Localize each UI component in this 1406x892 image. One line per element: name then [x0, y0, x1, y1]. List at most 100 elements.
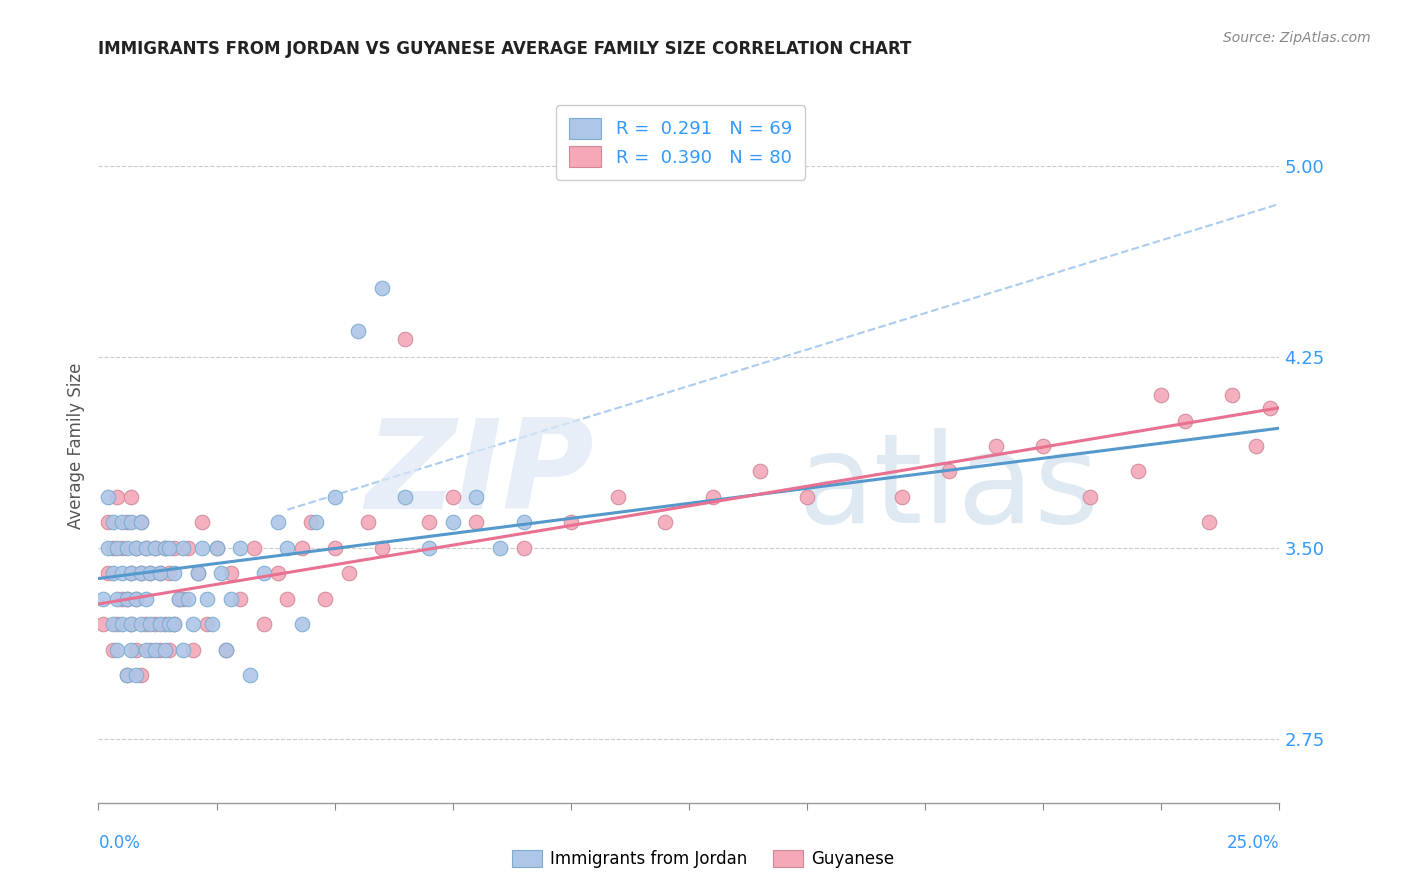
Point: [91, 591, 114, 606]
Point: [357, 516, 380, 530]
Point: [205, 541, 228, 555]
Point: [177, 591, 200, 606]
Point: [890, 490, 912, 504]
Point: [394, 490, 416, 504]
Point: [121, 566, 143, 581]
Point: [149, 643, 172, 657]
Point: [560, 516, 582, 530]
Point: [512, 516, 534, 530]
Point: [101, 541, 124, 555]
Point: [201, 617, 224, 632]
Point: [111, 591, 134, 606]
Point: [105, 541, 128, 555]
Point: [149, 617, 172, 632]
Point: [394, 332, 416, 346]
Point: [215, 643, 238, 657]
Point: [121, 617, 143, 632]
Point: [135, 541, 157, 555]
Point: [314, 591, 336, 606]
Point: [97, 541, 120, 555]
Point: [115, 591, 138, 606]
Point: [187, 566, 209, 581]
Point: [97, 516, 120, 530]
Point: [105, 490, 128, 504]
Text: Source: ZipAtlas.com: Source: ZipAtlas.com: [1223, 31, 1371, 45]
Point: [125, 668, 148, 682]
Point: [135, 617, 157, 632]
Point: [157, 566, 180, 581]
Point: [305, 516, 328, 530]
Point: [796, 490, 818, 504]
Point: [371, 541, 394, 555]
Point: [167, 591, 190, 606]
Point: [172, 643, 194, 657]
Point: [181, 617, 204, 632]
Point: [1258, 401, 1281, 415]
Point: [465, 490, 488, 504]
Point: [371, 281, 394, 295]
Point: [101, 643, 124, 657]
Point: [153, 541, 176, 555]
Point: [149, 566, 172, 581]
Point: [337, 566, 360, 581]
Point: [172, 541, 194, 555]
Y-axis label: Average Family Size: Average Family Size: [66, 363, 84, 529]
Point: [105, 617, 128, 632]
Point: [125, 541, 148, 555]
Point: [143, 617, 166, 632]
Point: [115, 668, 138, 682]
Point: [97, 566, 120, 581]
Point: [702, 490, 724, 504]
Point: [219, 591, 242, 606]
Point: [441, 516, 464, 530]
Point: [129, 516, 152, 530]
Point: [111, 566, 134, 581]
Point: [163, 617, 186, 632]
Point: [121, 643, 143, 657]
Point: [115, 541, 138, 555]
Point: [143, 643, 166, 657]
Point: [267, 566, 290, 581]
Point: [253, 566, 276, 581]
Point: [115, 591, 138, 606]
Point: [1080, 490, 1102, 504]
Point: [290, 541, 312, 555]
Legend: Immigrants from Jordan, Guyanese: Immigrants from Jordan, Guyanese: [505, 843, 901, 875]
Point: [129, 516, 152, 530]
Point: [157, 541, 180, 555]
Text: atlas: atlas: [797, 428, 1099, 549]
Point: [163, 566, 186, 581]
Point: [139, 566, 162, 581]
Point: [129, 566, 152, 581]
Point: [101, 516, 124, 530]
Point: [153, 617, 176, 632]
Point: [153, 541, 176, 555]
Point: [91, 617, 114, 632]
Point: [195, 591, 218, 606]
Point: [347, 324, 370, 338]
Text: 25.0%: 25.0%: [1227, 834, 1279, 852]
Point: [607, 490, 630, 504]
Point: [105, 591, 128, 606]
Point: [101, 617, 124, 632]
Point: [465, 516, 488, 530]
Point: [157, 643, 180, 657]
Point: [135, 541, 157, 555]
Point: [143, 541, 166, 555]
Point: [139, 617, 162, 632]
Point: [181, 643, 204, 657]
Point: [1220, 388, 1243, 402]
Point: [129, 617, 152, 632]
Point: [239, 668, 262, 682]
Point: [139, 643, 162, 657]
Point: [115, 516, 138, 530]
Point: [229, 591, 252, 606]
Point: [1244, 439, 1267, 453]
Point: [153, 643, 176, 657]
Point: [323, 541, 346, 555]
Point: [1150, 388, 1173, 402]
Point: [299, 516, 322, 530]
Point: [125, 643, 148, 657]
Point: [512, 541, 534, 555]
Point: [489, 541, 512, 555]
